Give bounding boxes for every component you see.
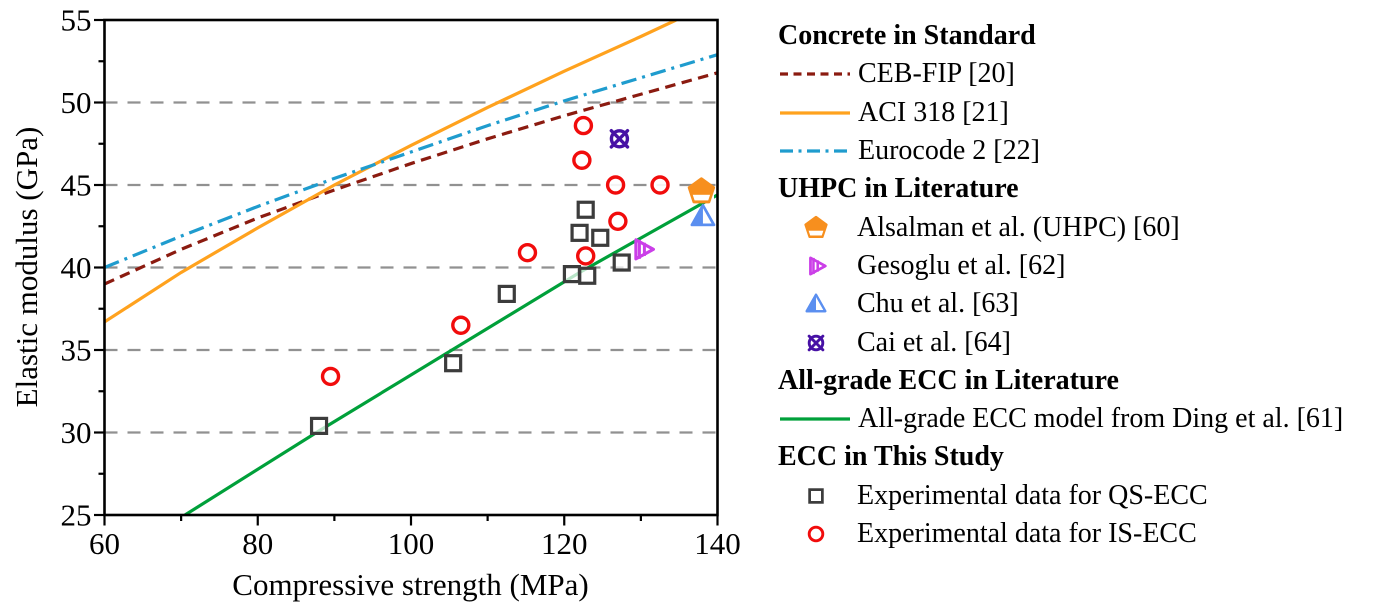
svg-text:30: 30 — [61, 415, 92, 450]
legend-label: Experimental data for IS-ECC — [857, 518, 1197, 549]
x-axis-title: Compressive strength (MPa) — [232, 567, 589, 602]
qs-ecc-square-marker-icon — [808, 487, 824, 504]
legend-header-label: Concrete in Standard — [778, 20, 1036, 52]
legend-row-ceb-fip: CEB-FIP [20] — [778, 55, 1384, 93]
svg-text:35: 35 — [61, 333, 92, 368]
legend-header-uhpc-literature: UHPC in Literature — [778, 170, 1384, 208]
cai-circle-x-marker-icon — [807, 334, 825, 351]
svg-text:40: 40 — [61, 250, 92, 285]
legend-row-ding-model: All-grade ECC model from Ding et al. [61… — [778, 400, 1384, 438]
legend-label: ACI 318 [21] — [858, 96, 1009, 128]
legend-label: Cai et al. [64] — [857, 326, 1011, 358]
legend: Concrete in Standard CEB-FIP [20] ACI 31… — [778, 17, 1384, 553]
legend-header-all-grade-ecc: All-grade ECC in Literature — [778, 362, 1384, 400]
legend-row-cai: Cai et al. [64] — [778, 323, 1384, 361]
chu-triangle-marker-icon — [805, 293, 827, 313]
legend-row-alsalman: Alsalman et al. (UHPC) [60] — [778, 208, 1384, 246]
legend-label: Gesoglu et al. [62] — [857, 249, 1066, 281]
svg-text:55: 55 — [61, 3, 92, 38]
ceb-fip-line-swatch — [780, 72, 850, 77]
alsalman-pentagon-marker-icon — [804, 215, 828, 238]
svg-text:25: 25 — [61, 498, 92, 533]
legend-row-qs-ecc: Experimental data for QS-ECC — [778, 477, 1384, 515]
y-axis-title: Elastic modulus (GPa) — [9, 126, 44, 408]
svg-text:45: 45 — [61, 168, 92, 203]
legend-row-gesoglu: Gesoglu et al. [62] — [778, 247, 1384, 285]
svg-text:140: 140 — [694, 526, 741, 561]
legend-label: All-grade ECC model from Ding et al. [61… — [858, 403, 1344, 435]
svg-text:120: 120 — [541, 526, 588, 561]
svg-text:100: 100 — [388, 526, 435, 561]
legend-label: Experimental data for QS-ECC — [857, 479, 1208, 511]
svg-text:50: 50 — [61, 85, 92, 120]
is-ecc-circle-marker-icon — [807, 525, 825, 543]
svg-text:60: 60 — [89, 526, 120, 561]
legend-row-eurocode-2: Eurocode 2 [22] — [778, 132, 1384, 170]
legend-row-chu: Chu et al. [63] — [778, 285, 1384, 323]
eurocode-2-line-swatch — [780, 149, 850, 153]
legend-label: Eurocode 2 [22] — [858, 135, 1040, 167]
gesoglu-triangle-marker-icon — [809, 256, 827, 276]
legend-header-label: UHPC in Literature — [778, 173, 1019, 205]
legend-header-label: All-grade ECC in Literature — [778, 364, 1119, 396]
legend-header-ecc-this-study: ECC in This Study — [778, 438, 1384, 476]
ding-model-line-swatch — [780, 417, 850, 421]
legend-label: Alsalman et al. (UHPC) [60] — [857, 211, 1180, 243]
aci-318-line-swatch — [780, 111, 850, 115]
svg-text:80: 80 — [242, 526, 273, 561]
legend-row-is-ecc: Experimental data for IS-ECC — [778, 515, 1384, 553]
plot-area: 60 80 100 120 140 25 30 35 40 45 50 55 — [61, 3, 741, 562]
legend-header-label: ECC in This Study — [778, 441, 1004, 473]
legend-row-aci-318: ACI 318 [21] — [778, 94, 1384, 132]
legend-label: Chu et al. [63] — [857, 288, 1019, 320]
legend-header-concrete-standard: Concrete in Standard — [778, 17, 1384, 55]
legend-label: CEB-FIP [20] — [858, 58, 1015, 90]
